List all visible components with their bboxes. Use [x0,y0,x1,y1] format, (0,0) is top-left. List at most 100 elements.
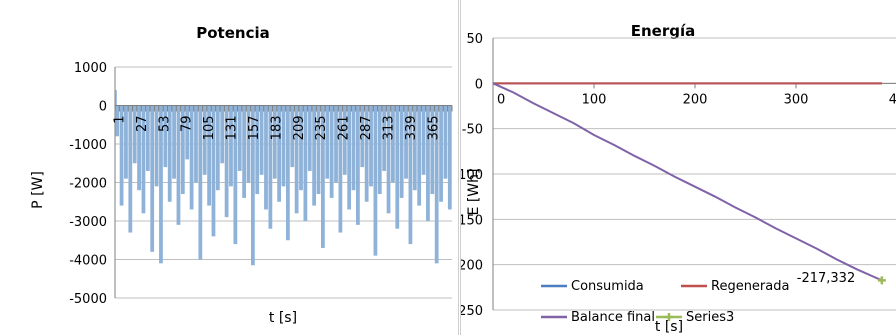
potencia-bar [294,105,299,214]
potencia-chart: Potencia P [W] t [s] 1000 0 -1000 -2000 -300… [30,24,453,326]
potencia-x-tick-label: 157 [247,116,262,141]
potencia-x-tick-label: 27 [135,116,150,133]
potencia-bar [246,105,251,183]
potencia-y-ticks: 1000 0 -1000 -2000 -3000 -4000 -5000 [69,61,107,307]
potencia-bar [447,105,452,210]
energia-y-tick-label: -50 [462,123,483,138]
energia-x-tick-label: 0 [497,92,505,107]
potencia-bar [307,105,312,171]
energia-x-axis-label: t [s] [655,319,683,335]
potencia-bar [154,105,159,187]
potencia-y-tick-label: -1000 [69,138,107,153]
potencia-bar [141,105,146,214]
potencia-bar [115,105,120,137]
potencia-bar [220,105,225,164]
potencia-chart-panel: Potencia P [W] t [s] 1000 0 -1000 -2000 -300… [30,0,459,335]
potencia-bar [412,105,417,191]
potencia-bar [347,105,352,210]
energia-legend-marker [665,313,673,321]
energia-series [492,82,886,285]
energia-y-tick-label: -150 [461,213,483,228]
potencia-bar [198,105,203,260]
potencia-bar [268,105,273,229]
potencia-bar [159,105,163,264]
potencia-bar [259,105,264,175]
potencia-y-tick-label: -4000 [69,254,107,269]
potencia-bar [255,105,260,195]
potencia-x-tick-label: 313 [381,116,396,141]
energia-x-tick-label: 200 [683,92,708,107]
potencia-bar [421,105,426,175]
potencia-x-tick-label: 53 [157,116,172,133]
potencia-bar [250,105,255,266]
potencia-bar [299,105,303,191]
potencia-x-tick-label: 339 [404,116,419,141]
potencia-bar [176,105,181,225]
potencia-bar [145,105,150,171]
potencia-bar [237,105,242,171]
potencia-bar [439,105,443,202]
energia-chart-panel: Energía E [Wh] t [s] 50 0 -50 -100 -150 -200 -… [460,0,896,335]
potencia-bar [303,105,308,221]
potencia-bar [426,105,430,221]
potencia-bar [115,90,117,106]
potencia-x-tick-label: 365 [426,116,441,141]
potencia-bar [417,105,422,206]
potencia-bar [434,105,439,264]
potencia-bar [369,105,373,187]
potencia-x-ticks: 1 27 53 79 105 131 157 183 209 235 261 287 313 339 365 [113,116,442,141]
energia-x-ticks: 0 100 200 300 40 [492,83,896,107]
potencia-bar [163,105,168,168]
potencia-bar [189,105,194,210]
potencia-bar [285,105,290,241]
potencia-bar [233,105,238,245]
potencia-bars [114,90,453,266]
potencia-bar [119,105,124,206]
potencia-bar [215,105,220,191]
potencia-y-tick-label: 0 [99,100,107,115]
energia-y-tick-label: -250 [461,304,483,319]
energia-y-tick-label: 0 [475,77,483,92]
potencia-x-tick-label: 105 [202,116,217,141]
potencia-x-tick-label: 1 [113,116,128,124]
potencia-bar [202,105,207,175]
potencia-bar [316,105,321,195]
potencia-bar [334,105,338,183]
potencia-bar [167,105,172,202]
potencia-bar [395,105,400,229]
potencia-bar [272,105,277,179]
energia-series-line-balance-final [492,82,883,282]
potencia-bar [277,105,282,202]
potencia-bar [342,105,347,175]
energia-legend-label: Regenerada [711,279,789,294]
energia-gridlines [492,37,896,311]
potencia-bar [172,105,176,179]
potencia-bar [211,105,216,237]
potencia-x-axis-label: t [s] [269,310,297,326]
potencia-x-tick-label: 79 [180,116,195,133]
potencia-bar [137,105,141,191]
energia-series3-marker [877,276,886,285]
potencia-bar [399,105,404,198]
potencia-bar [325,105,330,179]
potencia-x-tick-label: 183 [269,116,284,141]
energia-y-tick-label: -100 [461,168,483,183]
energia-title: Energía [631,22,696,40]
potencia-x-tick-label: 209 [292,116,307,141]
potencia-bar [386,105,391,214]
potencia-bar [224,105,229,218]
energia-legend-label: Consumida [571,279,644,294]
potencia-bar [391,105,395,183]
potencia-bar [430,105,435,195]
potencia-bar [281,105,286,187]
potencia-bar [329,105,334,198]
potencia-x-tick-label: 235 [314,116,329,141]
potencia-bar [312,105,317,206]
energia-y-ticks: 50 0 -50 -100 -150 -200 -250 [461,32,483,319]
potencia-bar [351,105,356,191]
potencia-bar [185,105,190,160]
potencia-bar [377,105,382,195]
potencia-title: Potencia [196,24,269,42]
potencia-bar [180,105,185,195]
energia-x-tick-label: 300 [784,92,809,107]
